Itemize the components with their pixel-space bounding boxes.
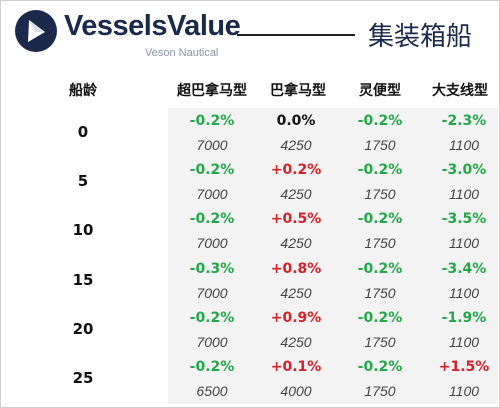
vessel-value: 1750 bbox=[364, 333, 396, 350]
vessel-value: 6500 bbox=[196, 383, 228, 399]
vessel-value: 1100 bbox=[448, 284, 480, 301]
age-label: 15 bbox=[72, 270, 94, 289]
column-header-feeder: 大支线型 bbox=[432, 83, 488, 99]
column-header-panamax: 巴拿马型 bbox=[270, 83, 326, 99]
change-percent: -0.2% bbox=[189, 162, 235, 179]
change-percent: 0.0% bbox=[276, 113, 316, 129]
change-percent: -0.2% bbox=[357, 359, 403, 375]
vessel-value: 1100 bbox=[448, 137, 480, 153]
change-percent: -0.2% bbox=[189, 309, 235, 326]
change-percent: -1.9% bbox=[441, 309, 487, 326]
brand-subtitle: Veson Nautical bbox=[145, 47, 219, 59]
age-label: 0 bbox=[77, 123, 89, 141]
change-percent: -3.5% bbox=[441, 211, 487, 228]
change-percent: +0.8% bbox=[270, 260, 322, 277]
column-header-age: 船龄 bbox=[69, 83, 97, 99]
column-header-post-panamax: 超巴拿马型 bbox=[177, 83, 247, 99]
change-percent: -0.2% bbox=[357, 211, 403, 228]
vessel-value: 4250 bbox=[280, 186, 312, 203]
change-percent: -0.2% bbox=[357, 162, 403, 179]
vessel-value: 1100 bbox=[448, 186, 480, 203]
change-percent: -0.2% bbox=[357, 260, 403, 277]
column-header-handy: 灵便型 bbox=[359, 83, 401, 99]
vessel-value: 4250 bbox=[280, 235, 312, 252]
vessel-value: 7000 bbox=[196, 235, 228, 252]
age-label: 5 bbox=[77, 172, 89, 191]
title-divider bbox=[237, 34, 355, 36]
vessel-value: 1100 bbox=[448, 383, 480, 399]
vessel-value: 1100 bbox=[448, 333, 480, 350]
vessel-value: 7000 bbox=[196, 284, 228, 301]
change-percent: -3.4% bbox=[441, 260, 487, 277]
age-label: 20 bbox=[72, 319, 94, 338]
change-percent: -3.0% bbox=[441, 162, 487, 179]
change-percent: +0.1% bbox=[270, 359, 322, 375]
vessel-value: 1750 bbox=[364, 186, 396, 203]
change-percent: -0.2% bbox=[357, 309, 403, 326]
change-percent: -0.2% bbox=[357, 113, 403, 129]
vessel-value: 1750 bbox=[364, 137, 396, 153]
page-title: 集装箱船 bbox=[368, 22, 473, 52]
vessel-value: 4250 bbox=[280, 284, 312, 301]
change-percent: -0.2% bbox=[189, 211, 235, 228]
age-label: 10 bbox=[72, 221, 94, 240]
change-percent: -2.3% bbox=[441, 113, 487, 129]
vessel-value: 7000 bbox=[196, 186, 228, 203]
vessel-value: 4000 bbox=[280, 383, 312, 399]
change-percent: -0.2% bbox=[189, 359, 235, 375]
vessel-value: 7000 bbox=[196, 137, 228, 153]
table-shaded-area bbox=[168, 108, 498, 404]
change-percent: +0.5% bbox=[270, 211, 322, 228]
vessel-value: 1750 bbox=[364, 284, 396, 301]
change-percent: -0.2% bbox=[189, 113, 235, 129]
vessel-value: 1750 bbox=[364, 383, 396, 399]
age-label: 25 bbox=[72, 369, 94, 387]
vessel-value: 4250 bbox=[280, 333, 312, 350]
change-percent: +0.2% bbox=[270, 162, 322, 179]
vesselsvalue-logo-icon bbox=[15, 10, 57, 52]
brand-name: VesselsValue bbox=[64, 10, 241, 42]
vessel-value: 1100 bbox=[448, 235, 480, 252]
change-percent: -0.3% bbox=[189, 260, 235, 277]
vessel-value: 7000 bbox=[196, 333, 228, 350]
vessel-value: 1750 bbox=[364, 235, 396, 252]
change-percent: +1.5% bbox=[438, 359, 490, 375]
change-percent: +0.9% bbox=[270, 309, 322, 326]
vessel-value: 4250 bbox=[280, 137, 312, 153]
